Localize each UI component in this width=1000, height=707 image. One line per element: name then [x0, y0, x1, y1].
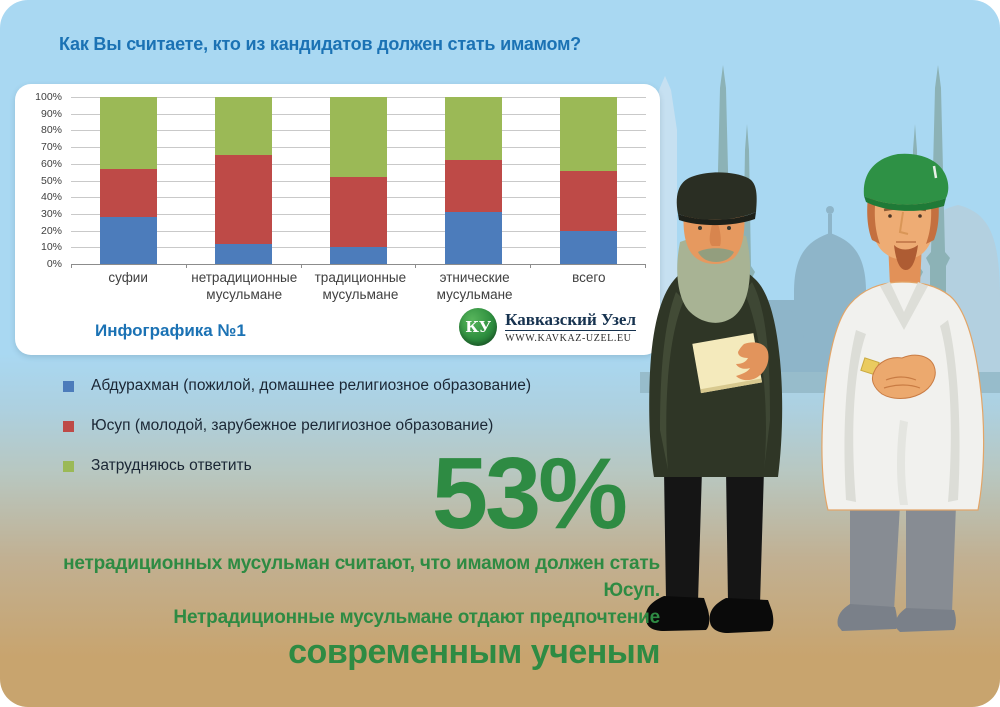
legend-swatch-icon [63, 380, 74, 392]
papakha-hat [676, 172, 757, 220]
wrist-watch [860, 357, 880, 376]
legend-item-1: Абдурахман (пожилой, домашнее религиозно… [63, 377, 531, 395]
mosque-base-band [640, 372, 1000, 393]
y-axis-labels: 100% 90% 80% 70% 60% 50% 40% 30% 20% 10% 0% [27, 91, 67, 270]
infographic-caption: Инфографика №1 [95, 321, 246, 340]
page-title: Как Вы считаете, кто из кандидатов долже… [59, 34, 581, 54]
young-candidate-figure [821, 153, 985, 632]
dome-silhouette [756, 206, 894, 393]
minaret-icon [907, 124, 923, 393]
legend-swatch-icon [63, 460, 74, 472]
x-tick-label: традиционные мусульмане [314, 270, 407, 302]
minaret-icon [739, 124, 755, 393]
bar-4 [416, 97, 531, 264]
x-tick-label: суфии [108, 270, 148, 285]
bar-1 [71, 97, 186, 264]
y-tick-label: 80% [40, 124, 62, 137]
bar-5 [531, 97, 646, 264]
y-tick-label: 100% [35, 91, 62, 103]
far-dome-silhouette [903, 205, 1000, 393]
bar-segment [559, 97, 618, 171]
y-tick-label: 0% [46, 258, 62, 270]
bar-3 [301, 97, 416, 264]
x-axis-labels: суфии нетрадиционные мусульмане традиционн… [71, 270, 646, 304]
y-tick-label: 10% [40, 241, 62, 254]
bar-segment [329, 177, 388, 248]
legend-swatch-icon [63, 420, 74, 432]
y-tick-label: 60% [40, 157, 62, 170]
elder-candidate-figure [645, 172, 783, 633]
x-tick-label: всего [572, 270, 606, 285]
bar-segment [99, 97, 158, 169]
minaret-icon [926, 65, 950, 393]
conclusion-text: нетрадиционных мусульман считают, что им… [30, 551, 660, 671]
bar-segment [99, 217, 158, 264]
bar-segment [444, 160, 503, 213]
stat-percent: 53% [431, 438, 628, 550]
brand-site-url: WWW.KAVKAZ-UZEL.EU [505, 333, 632, 345]
bars-row [71, 97, 646, 264]
legend-label: Абдурахман (пожилой, домашнее религиозно… [91, 377, 532, 394]
brand-logo[interactable]: КУ Кавказский Узел WWW.KAVKAZ-UZEL.EU [459, 308, 636, 346]
bar-segment [444, 212, 503, 264]
conclusion-line-1: нетрадиционных мусульман считают, что им… [63, 553, 660, 601]
brand-name: Кавказский Узел [505, 310, 636, 332]
y-tick-label: 30% [40, 207, 62, 220]
y-tick-label: 70% [40, 141, 62, 154]
bar-segment [99, 168, 158, 218]
y-tick-label: 90% [40, 107, 62, 120]
bar-segment [214, 155, 273, 244]
bar-segment [329, 247, 388, 264]
legend-label: Затрудняюсь ответить [91, 457, 252, 474]
minaret-icon [711, 65, 735, 393]
bar-segment [214, 243, 273, 264]
x-tick-label: этнические мусульмане [436, 270, 513, 302]
conclusion-line-3: современным ученым [288, 632, 660, 671]
stacked-bar-chart: 100% 90% 80% 70% 60% 50% 40% 30% 20% 10% 0% суфии н… [27, 91, 646, 304]
bar-segment [559, 170, 618, 231]
x-axis-ticks [71, 264, 646, 268]
legend: Абдурахман (пожилой, домашнее религиозно… [63, 377, 531, 497]
taqiyah-cap [863, 153, 949, 205]
plot-area [71, 97, 646, 265]
conclusion-line-2: Нетрадиционные мусульмане отдают предпоч… [173, 606, 660, 628]
legend-item-3: Затрудняюсь ответить [63, 457, 531, 475]
bar-segment [444, 97, 503, 161]
bar-2 [186, 97, 301, 264]
legend-item-2: Юсуп (молодой, зарубежное религиозное об… [63, 417, 531, 435]
y-tick-label: 40% [40, 191, 62, 204]
bar-segment [214, 97, 273, 156]
chart-panel: 100% 90% 80% 70% 60% 50% 40% 30% 20% 10% 0% суфии н… [15, 84, 660, 355]
x-tick-label: нетрадиционные мусульмане [191, 270, 298, 302]
brand-badge-icon: КУ [459, 308, 498, 346]
y-tick-label: 50% [40, 174, 62, 187]
y-tick-label: 20% [40, 224, 62, 237]
bar-segment [559, 230, 618, 264]
paper-in-hands [692, 333, 763, 394]
legend-label: Юсуп (молодой, зарубежное религиозное об… [91, 417, 494, 434]
bar-segment [329, 97, 388, 178]
